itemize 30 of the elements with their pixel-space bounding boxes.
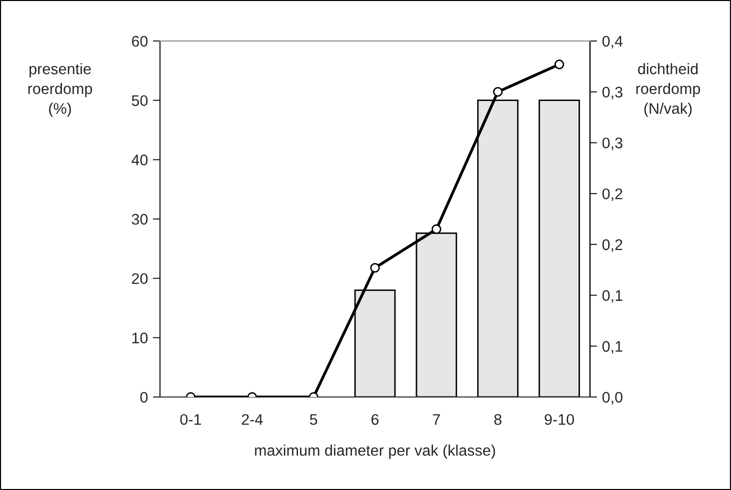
y2-tick-label: 0,4 — [602, 36, 623, 48]
y-tick-label: 20 — [132, 273, 148, 284]
bar — [538, 100, 580, 397]
y-axis-title: presentie roerdomp (%) — [28, 63, 92, 117]
y2-tick-label: 0,0 — [602, 392, 622, 404]
x-tick-label: 2-4 — [242, 414, 263, 425]
y2-tick-label: 0,1 — [602, 290, 622, 303]
y-tick-label: 60 — [132, 36, 148, 47]
y2-tick-label: 0,2 — [602, 239, 622, 252]
y2-tick-label: 0,3 — [602, 138, 622, 150]
y-tick-label: 50 — [132, 95, 148, 106]
y2-tick-label: 0,3 — [602, 86, 622, 100]
y-tick-label: 10 — [132, 332, 148, 344]
point — [370, 262, 380, 273]
x-tick-label: 5 — [310, 414, 318, 425]
x-axis-title: maximum diameter per vak (klasse) — [255, 444, 496, 459]
point — [492, 86, 503, 97]
x-tick-label: 6 — [372, 414, 379, 425]
y-tick-label: 40 — [132, 154, 148, 166]
point — [432, 224, 442, 234]
y-tick-label: 30 — [132, 214, 148, 225]
point — [554, 60, 564, 70]
y-tick-label: 0 — [140, 392, 148, 403]
x-tick-label: 8 — [494, 414, 502, 425]
x-tick-label: 7 — [432, 414, 440, 425]
y2-tick-label: 0,1 — [602, 341, 622, 354]
x-tick-label: 9-10 — [544, 414, 574, 425]
y2-axis-title: dichtheid roerdomp (N/vak) — [636, 63, 700, 117]
x-tick-label: 0-1 — [180, 414, 202, 425]
y2-tick-label: 0,2 — [602, 188, 622, 202]
